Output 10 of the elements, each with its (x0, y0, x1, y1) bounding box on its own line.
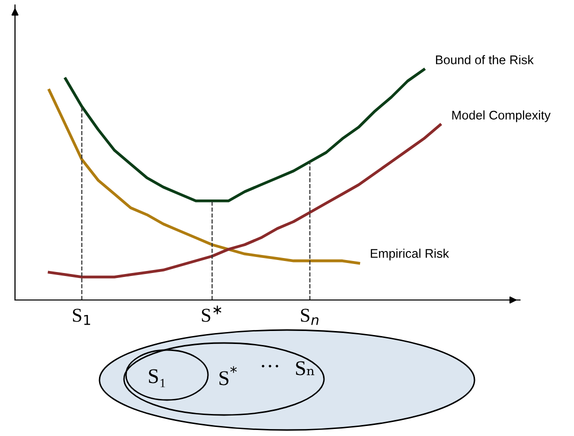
x-tick-label: S$^{∗}$ (202, 306, 222, 322)
text: Sₙ (296, 361, 314, 376)
x-tick-label: S$_{n}$ (301, 308, 318, 325)
series-label: Model Complexity (452, 110, 551, 122)
series-label: Empirical Risk (370, 248, 450, 260)
series-label: Bound of the Risk (436, 55, 534, 64)
x-tick-label: S$_{1}$ (72, 308, 90, 325)
text: ··· (262, 364, 278, 368)
text: S$^{*}$ (219, 366, 237, 386)
text: S₁ (148, 369, 165, 388)
